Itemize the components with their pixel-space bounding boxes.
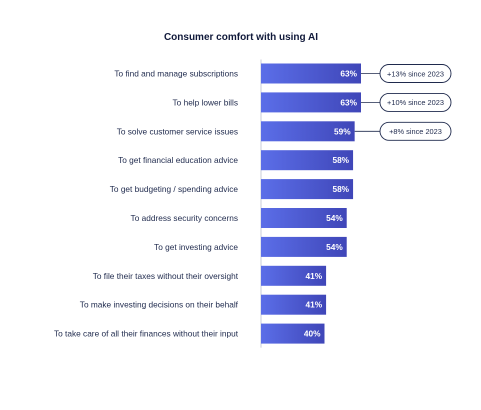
bar-value-label: 54% [326,213,343,223]
annotation-text: +13% since 2023 [387,69,444,78]
bar-value-label: 54% [326,242,343,252]
category-label: To get financial education advice [118,155,238,165]
category-label: To make investing decisions on their beh… [80,300,239,310]
annotation-text: +8% since 2023 [389,127,442,136]
annotation-badge [379,121,452,141]
bar-value-label: 41% [305,300,322,310]
bar [261,121,355,142]
bar-value-label: 63% [340,97,357,107]
bar [261,63,361,84]
bar-value-label: 59% [334,126,351,136]
annotation-text: +10% since 2023 [387,98,444,107]
bar-value-label: 58% [332,184,349,194]
bar [261,150,354,171]
category-label: To address security concerns [131,213,238,223]
bar-value-label: 41% [305,271,322,281]
category-label: To file their taxes without their oversi… [93,271,239,281]
bar [261,208,347,228]
annotation-badge [379,64,452,83]
bar [261,179,354,200]
bar-value-label: 63% [340,69,357,79]
category-label: To find and manage subscriptions [114,69,238,79]
bar [261,294,327,315]
category-label: To help lower bills [173,97,238,107]
category-label: To take care of all their finances witho… [54,329,239,339]
category-label: To get budgeting / spending advice [110,184,239,194]
bar-value-label: 58% [332,155,349,165]
bar [261,323,325,344]
bar [261,265,327,286]
bar [261,92,361,113]
chart-title: Consumer comfort with using AI [164,32,318,43]
bars-group: To find and manage subscriptions 63% To he… [54,63,452,344]
category-label: To solve customer service issues [117,126,238,136]
bar-value-label: 40% [304,329,321,339]
annotation-badge [379,92,452,112]
category-label: To get investing advice [154,242,238,252]
bar [261,236,347,257]
